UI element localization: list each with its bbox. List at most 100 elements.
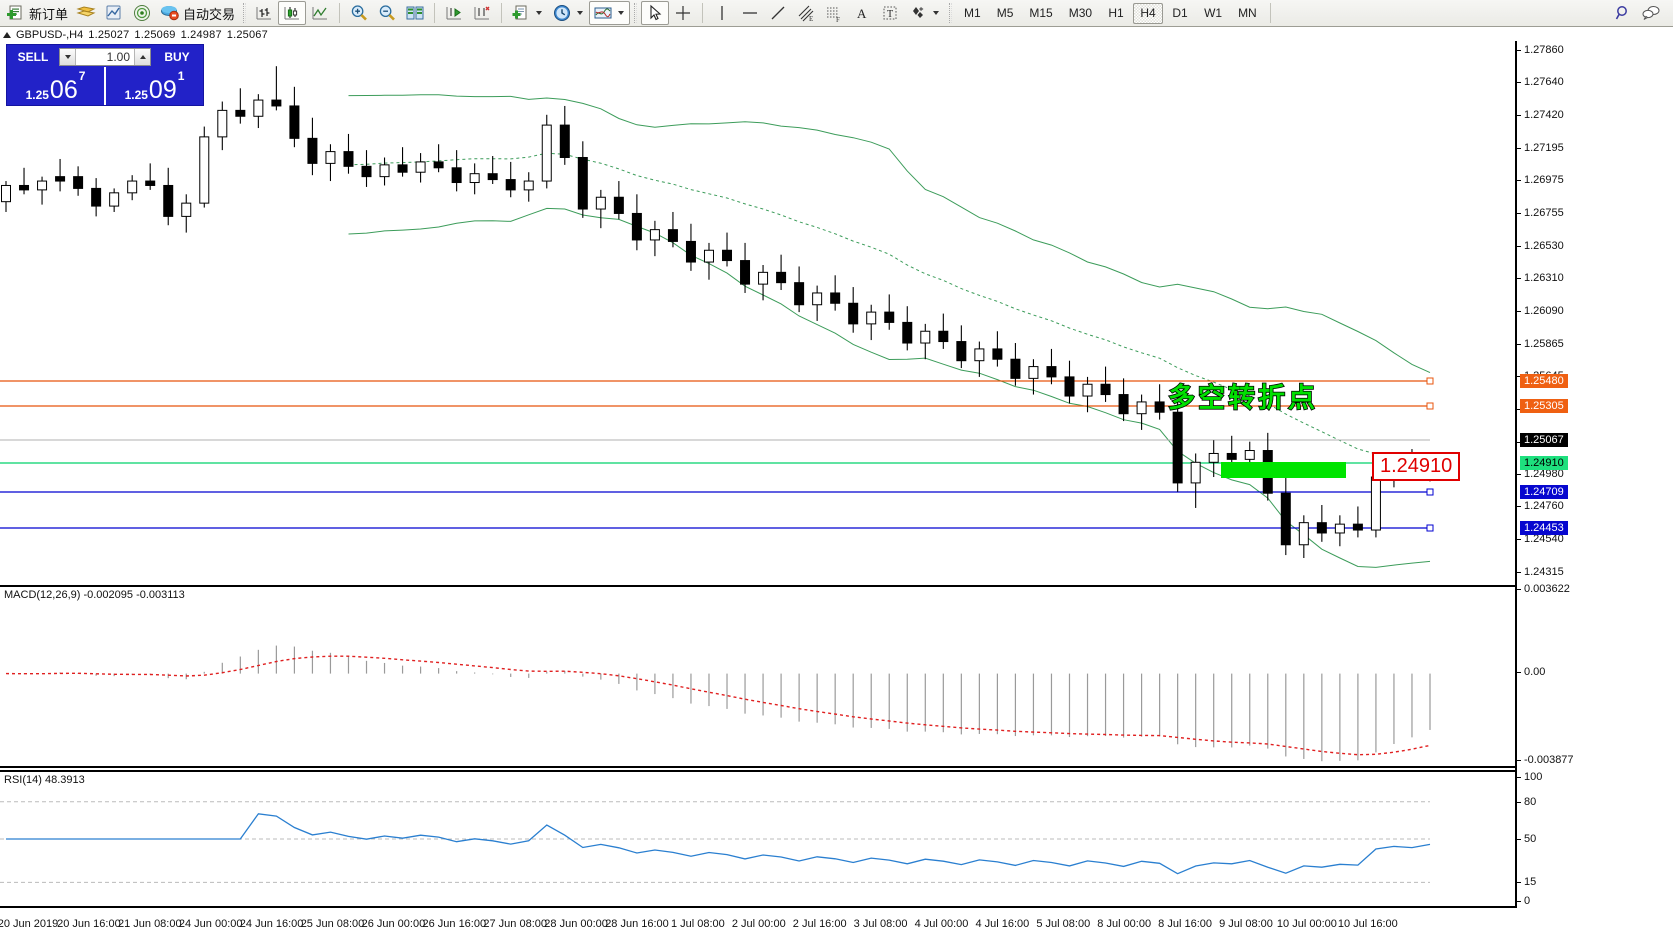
timeframe-m1[interactable]: M1 xyxy=(964,6,981,20)
auto-scroll-button[interactable] xyxy=(440,1,468,25)
market-watch-grid-button[interactable] xyxy=(401,1,429,25)
trendline-button[interactable] xyxy=(764,1,792,25)
autotrading-label: 自动交易 xyxy=(183,6,236,22)
text-button[interactable]: A xyxy=(848,1,876,25)
candlestick-chart-button[interactable] xyxy=(278,1,307,25)
time-tick-label: 4 Jul 16:00 xyxy=(975,918,1030,930)
market-watch-button[interactable] xyxy=(100,1,128,25)
price-tick: 1.26975 xyxy=(1517,174,1564,186)
zoom-out-button[interactable] xyxy=(373,1,401,25)
profiles-button[interactable] xyxy=(72,1,100,25)
chevron-down-icon xyxy=(64,55,71,59)
cursor-button[interactable] xyxy=(641,1,670,25)
buy-price-prefix: 1.25 xyxy=(124,88,148,102)
sell-price-quote[interactable]: 1.25 06 7 xyxy=(7,67,104,105)
toolbar-divider-2 xyxy=(434,3,436,23)
templates-button[interactable] xyxy=(507,1,548,25)
price-pane[interactable]: 多空转折点 1.24910 xyxy=(0,41,1515,581)
crosshair-button[interactable] xyxy=(669,1,697,25)
fibonacci-button[interactable]: F xyxy=(820,1,848,25)
chat-button[interactable] xyxy=(1637,1,1665,25)
timeframe-m5[interactable]: M5 xyxy=(996,6,1014,20)
time-tick-label: 26 Jun 16:00 xyxy=(422,918,487,930)
price-chart-svg xyxy=(0,66,1435,568)
timeframe-w1[interactable]: W1 xyxy=(1204,6,1223,20)
timeframe-h1[interactable]: H1 xyxy=(1108,6,1124,20)
new-order-icon xyxy=(6,3,26,23)
shapes-dropdown-caret[interactable] xyxy=(931,3,941,23)
navigator-button[interactable] xyxy=(128,1,156,25)
zoom-in-button[interactable] xyxy=(345,1,373,25)
timeframe-d1[interactable]: D1 xyxy=(1172,6,1188,20)
timeframe-h4[interactable]: H4 xyxy=(1133,2,1164,24)
volume-value[interactable]: 1.00 xyxy=(76,49,134,65)
svg-text:E: E xyxy=(809,15,813,23)
timeframe-mn[interactable]: MN xyxy=(1238,6,1257,20)
period-dropdown-caret[interactable] xyxy=(575,3,585,23)
time-tick-label: 5 Jul 08:00 xyxy=(1036,918,1091,930)
time-tick-label: 27 Jun 08:00 xyxy=(483,918,547,930)
period-icon xyxy=(552,3,572,23)
macd-tick: 0.003622 xyxy=(1517,583,1570,595)
sell-button[interactable]: SELL xyxy=(17,50,49,64)
autotrading-button[interactable]: 自动交易 xyxy=(156,1,239,25)
horizontal-line-button[interactable] xyxy=(736,1,764,25)
chart-canvas[interactable]: 多空转折点 1.24910 MACD(12,26,9) -0.002095 -0… xyxy=(0,41,1515,908)
time-tick-label: 10 Jul 00:00 xyxy=(1276,918,1337,930)
macd-pane[interactable]: MACD(12,26,9) -0.002095 -0.003113 xyxy=(0,585,1515,768)
volume-decrease-button[interactable] xyxy=(60,49,76,65)
text-label-button[interactable]: T xyxy=(876,1,904,25)
search-button[interactable] xyxy=(1609,1,1637,25)
price-scale[interactable]: 1.27860 1.27640 1.27420 1.27195 1.26975 1.267… xyxy=(1515,41,1673,908)
price-callout-label: 1.24910 xyxy=(1372,452,1461,481)
line-chart-button[interactable] xyxy=(306,1,334,25)
time-tick-label: 20 Jun 2019 xyxy=(0,918,59,930)
volume-stepper[interactable]: 1.00 xyxy=(59,48,151,66)
chevron-up-icon xyxy=(139,55,146,59)
price-level-badge[interactable]: 1.25067 xyxy=(1520,433,1568,447)
price-tick: 1.24760 xyxy=(1517,500,1564,512)
timeframe-m15[interactable]: M15 xyxy=(1029,6,1053,20)
macd-tick: 0.00 xyxy=(1517,666,1545,678)
svg-text:T: T xyxy=(887,9,893,20)
buy-button[interactable]: BUY xyxy=(164,50,190,64)
shapes-button[interactable] xyxy=(904,1,945,25)
chart-shift-marker-icon xyxy=(472,3,492,23)
one-click-trading-panel[interactable]: SELL 1.00 BUY 1.25 06 7 1.25 09 1 xyxy=(6,44,204,106)
ohlc-high: 1.25069 xyxy=(134,28,176,41)
indicators-dropdown-caret[interactable] xyxy=(616,3,626,23)
search-icon xyxy=(1613,3,1633,23)
price-tick: 1.26755 xyxy=(1517,207,1564,219)
buy-price-quote[interactable]: 1.25 09 1 xyxy=(104,67,203,105)
period-button[interactable] xyxy=(548,1,589,25)
price-level-badge[interactable]: 1.25305 xyxy=(1520,399,1568,413)
templates-dropdown-caret[interactable] xyxy=(534,3,544,23)
chart-symbol-header: GBPUSD-,H4 1.25027 1.25069 1.24987 1.250… xyxy=(0,28,1673,41)
toolbar-separator-3 xyxy=(949,3,953,23)
indicators-button[interactable] xyxy=(589,1,631,25)
price-level-badge[interactable]: 1.25480 xyxy=(1520,374,1568,388)
price-level-badge[interactable]: 1.24910 xyxy=(1520,456,1568,470)
price-level-badge[interactable]: 1.24709 xyxy=(1520,485,1568,499)
vertical-line-button[interactable] xyxy=(708,1,736,25)
price-tick: 1.27420 xyxy=(1517,109,1564,121)
timeframe-m30[interactable]: M30 xyxy=(1068,6,1093,20)
price-level-badge[interactable]: 1.24453 xyxy=(1520,521,1568,535)
equidistant-channel-button[interactable]: E xyxy=(792,1,820,25)
templates-icon xyxy=(511,3,531,23)
chart-shift-button[interactable] xyxy=(468,1,496,25)
time-tick-label: 10 Jul 16:00 xyxy=(1337,918,1398,930)
new-order-button[interactable]: 新订单 xyxy=(2,1,72,25)
buy-price-main: 09 xyxy=(148,76,177,104)
profiles-icon xyxy=(76,3,96,23)
cursor-icon xyxy=(645,3,665,23)
zoom-out-icon xyxy=(377,3,397,23)
rsi-pane[interactable]: RSI(14) 48.3913 xyxy=(0,770,1515,908)
bar-chart-button[interactable] xyxy=(250,1,278,25)
rsi-tick: 0 xyxy=(1517,895,1530,907)
time-tick-label: 25 Jun 08:00 xyxy=(300,918,365,930)
sell-price-prefix: 1.25 xyxy=(25,88,49,102)
expand-triangle-icon[interactable] xyxy=(3,31,11,38)
volume-increase-button[interactable] xyxy=(134,49,150,65)
oct-controls-row: SELL 1.00 BUY xyxy=(7,45,203,67)
